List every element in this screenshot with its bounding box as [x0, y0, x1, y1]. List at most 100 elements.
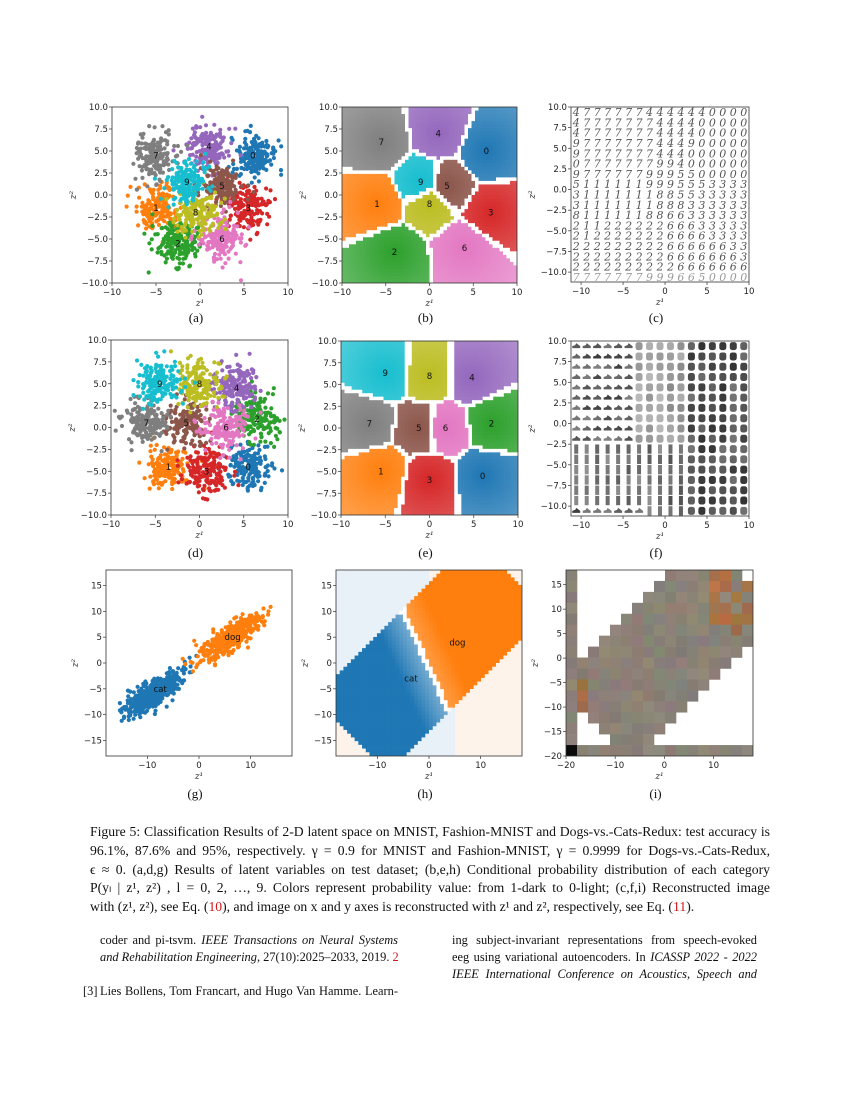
- region-cell: [391, 195, 395, 199]
- region-cell: [356, 279, 360, 283]
- region-cell: [510, 110, 514, 115]
- region-cell: [366, 159, 371, 164]
- region-cell: [433, 124, 437, 129]
- data-point: [183, 228, 188, 233]
- region-cell: [440, 114, 444, 118]
- region-cell: [352, 163, 357, 168]
- region-cell: [363, 124, 367, 129]
- region-cell: [485, 268, 490, 273]
- region-cell: [387, 184, 392, 189]
- region-cell: [471, 159, 476, 164]
- region-cell: [377, 240, 381, 245]
- region-cell: [485, 131, 490, 136]
- region-cell: [440, 251, 444, 256]
- cluster-4: [171, 114, 243, 185]
- region-cell: [408, 240, 413, 245]
- region-cell: [461, 268, 465, 273]
- region-cell: [359, 261, 364, 266]
- region-cell: [377, 226, 381, 231]
- region-cell: [492, 145, 497, 150]
- region-cell: [499, 219, 504, 224]
- region-cell: [433, 166, 437, 171]
- reconstructed-digit: 8: [646, 209, 653, 222]
- reconstructed-digit: 1: [594, 189, 601, 202]
- data-point: [201, 166, 206, 171]
- data-point: [201, 215, 206, 220]
- region-cell: [496, 173, 500, 178]
- region-cell: [478, 110, 483, 115]
- data-point: [250, 151, 256, 156]
- region-cell: [380, 212, 385, 217]
- region-cell: [433, 128, 437, 133]
- region-cell: [454, 187, 458, 192]
- data-point: [161, 463, 166, 469]
- region-cell: [412, 240, 416, 245]
- region-cell: [356, 247, 360, 252]
- data-point: [208, 205, 213, 210]
- region-cell: [370, 180, 374, 185]
- region-cell: [513, 170, 517, 175]
- data-point: [214, 243, 220, 248]
- region-cell: [513, 110, 517, 115]
- region-cell: [457, 180, 462, 185]
- data-point: [232, 223, 237, 228]
- region-cell: [447, 254, 451, 259]
- data-point: [215, 195, 220, 200]
- region-cell: [461, 279, 465, 283]
- region-cell: [401, 223, 406, 228]
- region-cell: [468, 114, 472, 118]
- region-cell: [380, 279, 385, 283]
- region-cell: [401, 205, 406, 210]
- cluster-label: 5: [219, 182, 224, 192]
- region-cell: [503, 226, 507, 231]
- region-cell: [345, 163, 350, 168]
- region-cell: [394, 180, 399, 185]
- region-cell: [447, 195, 451, 199]
- region-cell: [489, 170, 493, 175]
- region-cell: [401, 226, 406, 231]
- region-cell: [471, 233, 476, 238]
- region-cell: [506, 216, 511, 221]
- reconstructed-digit: 8: [667, 189, 674, 202]
- region-cell: [356, 268, 360, 273]
- region-cell: [468, 110, 472, 115]
- reconstructed-digit: 7: [604, 137, 611, 150]
- data-point: [239, 232, 244, 237]
- region-cell: [384, 135, 388, 140]
- region-cell: [499, 275, 504, 280]
- region-cell: [457, 212, 462, 217]
- region-cell: [422, 121, 427, 125]
- reconstructed-digit: 2: [593, 261, 601, 274]
- data-point: [210, 180, 215, 185]
- region-cell: [391, 223, 395, 228]
- region-cell: [461, 212, 465, 217]
- region-cell: [345, 212, 350, 217]
- region-cell: [370, 163, 374, 168]
- region-cell: [454, 163, 458, 168]
- region-cell: [342, 152, 346, 157]
- region-cell: [475, 107, 479, 111]
- region-cell: [496, 254, 500, 259]
- region-cell: [356, 110, 360, 115]
- reconstructed-digit: 6: [730, 250, 737, 263]
- region-cell: [461, 195, 465, 199]
- region-cell: [478, 205, 483, 210]
- region-cell: [370, 247, 374, 252]
- region-cell: [510, 187, 514, 192]
- region-cell: [496, 152, 500, 157]
- region-cell: [443, 152, 448, 157]
- region-cell: [429, 121, 434, 125]
- region-cell: [394, 230, 399, 235]
- data-point: [197, 180, 203, 185]
- region-cell: [429, 216, 434, 221]
- region-cell: [373, 135, 378, 140]
- region-cell: [401, 247, 406, 252]
- data-point: [184, 168, 189, 173]
- region-cell: [426, 230, 430, 235]
- region-cell: [489, 180, 493, 185]
- region-cell: [387, 110, 392, 115]
- region-cell: [471, 163, 476, 168]
- region-cell: [457, 142, 462, 147]
- data-point: [166, 175, 171, 180]
- region-cell: [482, 219, 486, 224]
